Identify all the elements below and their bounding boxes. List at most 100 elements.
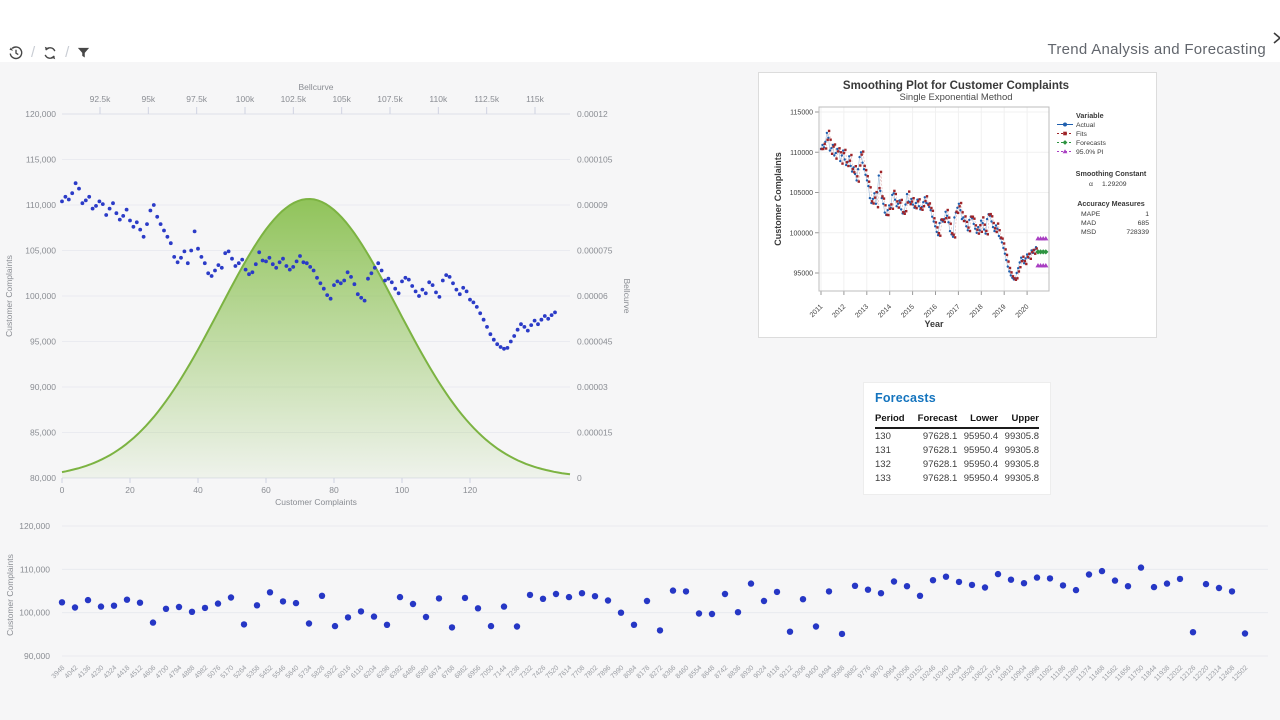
svg-text:90,000: 90,000 (30, 382, 56, 392)
svg-text:5358: 5358 (246, 664, 262, 680)
table-cell: 97628.1 (922, 445, 958, 456)
svg-text:40: 40 (193, 485, 203, 495)
svg-text:110,000: 110,000 (26, 200, 56, 210)
table-cell: 99305.8 (1004, 459, 1039, 470)
svg-text:728339: 728339 (1126, 229, 1149, 236)
table-cell: 99305.8 (1004, 445, 1039, 456)
table-cell: 97628.1 (922, 473, 958, 484)
svg-text:685: 685 (1138, 220, 1150, 227)
forecasts-title: Forecasts (875, 391, 936, 405)
svg-text:100000: 100000 (790, 230, 813, 237)
svg-text:8930: 8930 (740, 664, 756, 680)
svg-text:9212: 9212 (779, 664, 795, 680)
svg-text:115000: 115000 (790, 110, 813, 117)
svg-text:Forecasts: Forecasts (1076, 140, 1106, 147)
filter-icon[interactable] (76, 45, 92, 61)
svg-text:4512: 4512 (129, 664, 145, 680)
table-row: 133 97628.1 95950.4 99305.8 (875, 471, 1039, 485)
svg-text:9588: 9588 (831, 664, 847, 680)
svg-text:80: 80 (329, 485, 339, 495)
svg-text:4042: 4042 (64, 664, 80, 680)
svg-text:105000: 105000 (790, 190, 813, 197)
svg-text:MSD: MSD (1081, 229, 1096, 236)
history-icon[interactable] (8, 45, 24, 61)
svg-text:6110: 6110 (350, 664, 366, 680)
svg-text:95k: 95k (141, 94, 155, 104)
table-cell: 99305.8 (1004, 473, 1039, 484)
svg-text:9024: 9024 (753, 664, 769, 680)
svg-text:107.5k: 107.5k (377, 94, 403, 104)
svg-text:95,000: 95,000 (30, 337, 56, 347)
svg-text:5922: 5922 (324, 664, 340, 680)
bottom-chart-ylabel: Customer Complaints (5, 554, 15, 636)
svg-text:95000: 95000 (794, 271, 814, 278)
svg-text:110000: 110000 (790, 150, 813, 157)
svg-text:105k: 105k (332, 94, 351, 104)
svg-text:0.00003: 0.00003 (577, 382, 608, 392)
svg-text:85,000: 85,000 (30, 428, 56, 438)
svg-text:112.5k: 112.5k (474, 94, 500, 104)
table-cell: 132 (875, 459, 891, 470)
bottom-axis-title: Customer Complaints (275, 497, 357, 507)
svg-text:0: 0 (60, 485, 65, 495)
col-forecast: Forecast (910, 412, 958, 429)
chevron-right-icon[interactable] (1271, 31, 1280, 45)
table-cell: 131 (875, 445, 891, 456)
svg-text:1: 1 (1145, 211, 1149, 218)
smoothing-plot-title: Smoothing Plot for Customer Complaints (843, 80, 1069, 92)
svg-text:0: 0 (577, 473, 582, 483)
svg-text:4700: 4700 (155, 664, 171, 680)
svg-text:0.00009: 0.00009 (577, 200, 608, 210)
svg-text:5734: 5734 (298, 664, 314, 680)
svg-text:MAPE: MAPE (1081, 211, 1101, 218)
svg-text:7238: 7238 (506, 664, 522, 680)
svg-text:5170: 5170 (220, 664, 236, 680)
toolbar-separator: / (65, 44, 70, 61)
svg-text:110,000: 110,000 (20, 564, 50, 574)
svg-text:8742: 8742 (714, 664, 730, 680)
top-axis-title: Bellcurve (299, 82, 334, 92)
svg-text:2015: 2015 (900, 303, 916, 319)
svg-text:6956: 6956 (467, 664, 483, 680)
svg-text:Variable: Variable (1076, 111, 1104, 120)
smoothing-xlabel: Year (924, 319, 944, 329)
table-cell: 97628.1 (922, 431, 958, 442)
svg-text:9870: 9870 (870, 664, 886, 680)
svg-text:8460: 8460 (675, 664, 691, 680)
table-cell: 99305.8 (1004, 431, 1039, 442)
svg-text:7802: 7802 (584, 664, 600, 680)
table-cell: 95950.4 (963, 431, 999, 442)
svg-text:100k: 100k (236, 94, 255, 104)
col-upper: Upper (998, 412, 1039, 429)
svg-text:120: 120 (463, 485, 477, 495)
svg-text:5076: 5076 (207, 664, 223, 680)
svg-text:7426: 7426 (532, 664, 548, 680)
svg-text:6768: 6768 (441, 664, 457, 680)
smoothing-plot-subtitle: Single Exponential Method (899, 92, 1012, 103)
table-cell: 97628.1 (922, 459, 958, 470)
svg-text:80,000: 80,000 (30, 473, 56, 483)
complaints-scatter-chart[interactable]: 120,000110,000100,00090,0003948404241364… (0, 515, 1280, 715)
refresh-icon[interactable] (42, 45, 58, 61)
complaints-trend-bellcurve-chart[interactable]: 120,000 115,000 110,000 105,000 100,000 95,00… (0, 72, 650, 514)
svg-text:5452: 5452 (259, 664, 275, 680)
svg-text:0.00012: 0.00012 (577, 109, 608, 119)
svg-text:6204: 6204 (363, 664, 379, 680)
svg-text:8836: 8836 (727, 664, 743, 680)
forecasts-table-card: Forecasts Period Forecast Lower Upper 13… (863, 382, 1051, 495)
page-title: Trend Analysis and Forecasting (1047, 41, 1266, 58)
smoothing-plot-panel: 2011 2012 2013 2014 2015 2016 2017 2018 2019 2020… (758, 72, 1157, 338)
svg-text:7332: 7332 (519, 664, 535, 680)
svg-text:4888: 4888 (181, 664, 197, 680)
col-period: Period (875, 412, 911, 429)
svg-text:4136: 4136 (77, 664, 93, 680)
svg-text:6298: 6298 (376, 664, 392, 680)
toolbar-separator: / (31, 44, 36, 61)
table-row: 131 97628.1 95950.4 99305.8 (875, 443, 1039, 457)
svg-text:102.5k: 102.5k (281, 94, 307, 104)
svg-text:110k: 110k (429, 94, 448, 104)
svg-text:5264: 5264 (233, 664, 249, 680)
svg-text:2019: 2019 (992, 303, 1008, 319)
svg-text:MAD: MAD (1081, 220, 1096, 227)
svg-text:9306: 9306 (792, 664, 808, 680)
